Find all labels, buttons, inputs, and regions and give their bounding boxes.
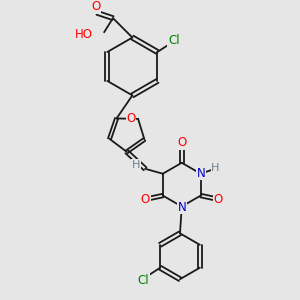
Text: HO: HO [75,28,93,40]
Text: Cl: Cl [137,274,149,287]
Text: N: N [197,167,206,179]
Text: H: H [211,164,220,173]
Text: N: N [177,201,186,214]
Text: O: O [126,112,136,125]
Text: Cl: Cl [168,34,180,47]
Text: O: O [140,193,150,206]
Text: O: O [92,0,100,13]
Text: O: O [214,193,223,206]
Text: O: O [177,136,186,149]
Text: H: H [132,160,140,170]
